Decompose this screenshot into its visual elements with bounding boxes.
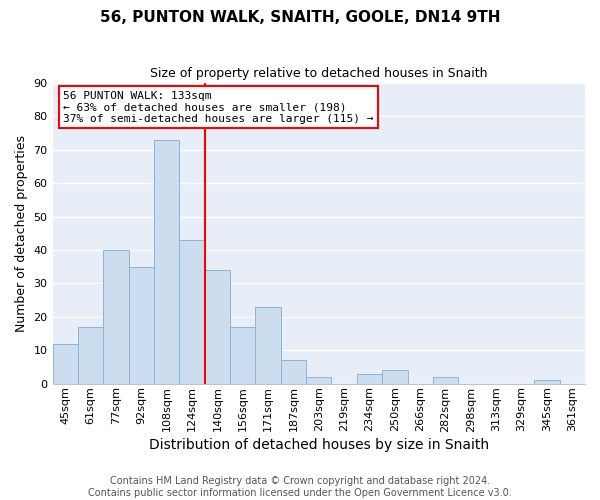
Text: 56 PUNTON WALK: 133sqm
← 63% of detached houses are smaller (198)
37% of semi-de: 56 PUNTON WALK: 133sqm ← 63% of detached… [63,90,374,124]
Bar [154,140,179,384]
X-axis label: Distribution of detached houses by size in Snaith: Distribution of detached houses by size … [149,438,489,452]
Text: Contains HM Land Registry data © Crown copyright and database right 2024.
Contai: Contains HM Land Registry data © Crown c… [88,476,512,498]
Text: 56, PUNTON WALK, SNAITH, GOOLE, DN14 9TH: 56, PUNTON WALK, SNAITH, GOOLE, DN14 9TH [100,10,500,25]
Bar [433,377,458,384]
Bar [534,380,560,384]
Bar [128,267,154,384]
Bar [205,270,230,384]
Title: Size of property relative to detached houses in Snaith: Size of property relative to detached ho… [150,68,488,80]
Bar [230,327,256,384]
Bar [382,370,407,384]
Y-axis label: Number of detached properties: Number of detached properties [15,135,28,332]
Bar [78,327,103,384]
Bar [103,250,128,384]
Bar [281,360,306,384]
Bar [53,344,78,384]
Bar [357,374,382,384]
Bar [306,377,331,384]
Bar [179,240,205,384]
Bar [256,307,281,384]
